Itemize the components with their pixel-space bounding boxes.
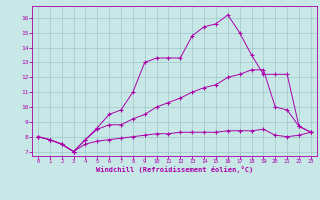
X-axis label: Windchill (Refroidissement éolien,°C): Windchill (Refroidissement éolien,°C)	[96, 166, 253, 173]
